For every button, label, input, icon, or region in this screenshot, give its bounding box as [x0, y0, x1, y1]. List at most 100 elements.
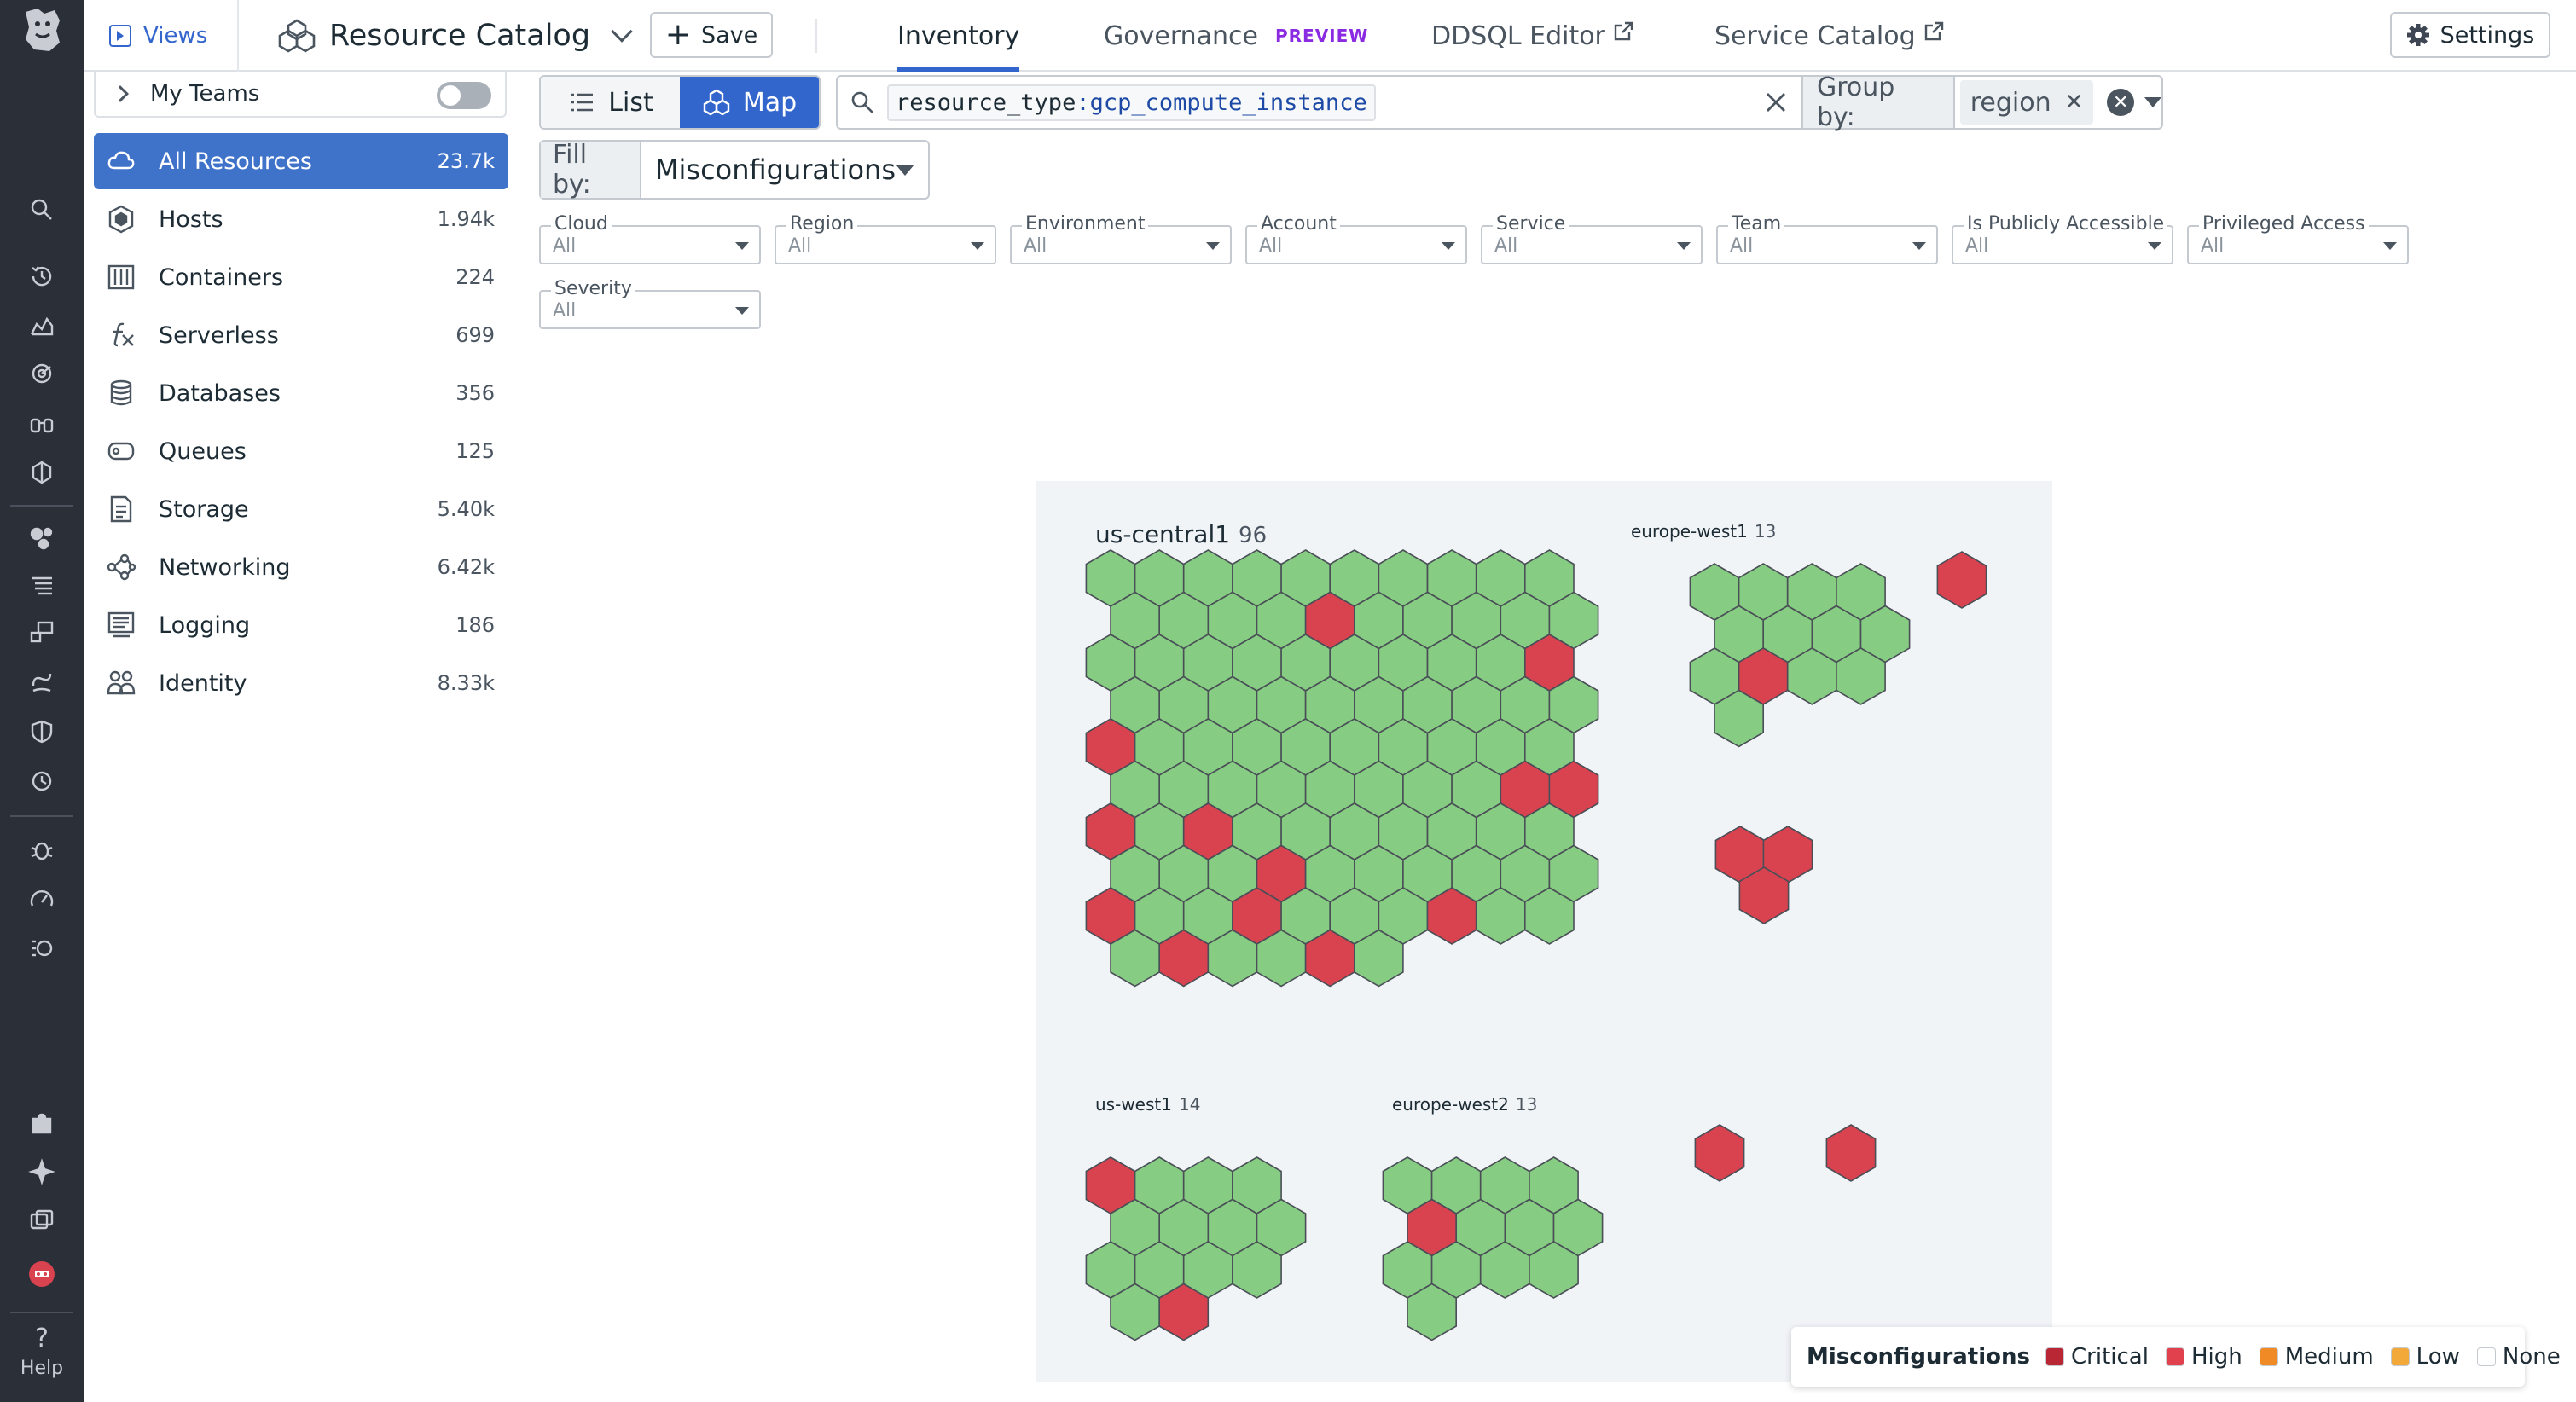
filter-privileged-access[interactable]: Privileged Access All	[2187, 213, 2409, 264]
sidebar-item-hosts[interactable]: Hosts 1.94k	[94, 191, 508, 247]
notebooks-icon[interactable]	[26, 1206, 57, 1237]
filter-account[interactable]: Account All	[1245, 213, 1467, 264]
chevron-down-icon[interactable]	[2144, 97, 2161, 107]
remove-chip-icon[interactable]: ✕	[2064, 90, 2084, 115]
chevron-down-icon	[1912, 242, 1926, 250]
chevron-down-icon	[971, 242, 984, 250]
tab-label: Service Catalog	[1714, 20, 1916, 51]
sidebar-item-serverless[interactable]: Serverless 699	[94, 307, 508, 363]
datadog-logo-icon[interactable]	[19, 5, 65, 55]
filter-label: Team	[1728, 213, 1785, 235]
external-link-icon	[1924, 21, 1943, 41]
puzzle-icon[interactable]	[26, 1109, 57, 1139]
my-teams-row[interactable]: My Teams	[94, 72, 507, 118]
plus-icon: +	[664, 17, 691, 52]
sidebar-item-storage[interactable]: Storage 5.40k	[94, 481, 508, 537]
cloud-icon	[104, 144, 138, 178]
my-teams-toggle[interactable]	[437, 82, 491, 109]
filter-cloud[interactable]: Cloud All	[539, 213, 761, 264]
save-button[interactable]: + Save	[650, 12, 773, 58]
group-by-select[interactable]: Group by: region ✕ ✕	[1801, 72, 2163, 132]
hex-ungrouped[interactable]	[1738, 866, 1790, 924]
sidebar-item-networking[interactable]: Networking 6.42k	[94, 539, 508, 595]
search-query-token[interactable]: resource_type:gcp_compute_instance	[887, 84, 1376, 121]
filter-label: Is Publicly Accessible	[1964, 213, 2168, 235]
hex-europe-west1[interactable]	[1714, 689, 1764, 748]
fill-by-select[interactable]: Fill by: Misconfigurations	[539, 140, 930, 200]
hex-ungrouped[interactable]	[1936, 551, 1987, 609]
hex-us-central1[interactable]	[1524, 887, 1575, 945]
sidebar-item-databases[interactable]: Databases 356	[94, 365, 508, 421]
help-button[interactable]: ? Help	[0, 1324, 84, 1379]
resource-catalog-title[interactable]: Resource Catalog	[278, 14, 633, 58]
dashboards-icon[interactable]	[26, 310, 57, 341]
map-view-button[interactable]: Map	[680, 77, 819, 128]
filter-environment[interactable]: Environment All	[1010, 213, 1232, 264]
apm-icon[interactable]	[26, 617, 57, 648]
traces-icon[interactable]	[26, 667, 57, 698]
sidebar-item-label: Networking	[159, 553, 291, 581]
filter-service[interactable]: Service All	[1481, 213, 1703, 264]
settings-button[interactable]: Settings	[2390, 12, 2550, 58]
performance-icon[interactable]	[26, 883, 57, 914]
hex-us-central1[interactable]	[1354, 929, 1404, 988]
hex-europe-west1[interactable]	[1836, 647, 1886, 705]
sidebar-item-queues[interactable]: Queues 125	[94, 423, 508, 479]
filter-team[interactable]: Team All	[1716, 213, 1938, 264]
bug-icon[interactable]	[26, 834, 57, 865]
synthetics-icon[interactable]	[26, 933, 57, 964]
logs-icon[interactable]	[26, 570, 57, 600]
close-icon[interactable]	[1761, 87, 1791, 118]
sidebar-item-logging[interactable]: Logging 186	[94, 597, 508, 653]
legend-item-none: None	[2476, 1344, 2561, 1370]
tab-inventory[interactable]: Inventory	[897, 0, 1020, 72]
filter-value: All	[553, 300, 577, 322]
hex-ungrouped[interactable]	[1825, 1124, 1877, 1182]
chevron-down-icon	[735, 307, 749, 315]
filter-region[interactable]: Region All	[775, 213, 996, 264]
filter-value: All	[2201, 235, 2225, 257]
sidebar-item-identity[interactable]: Identity 8.33k	[94, 655, 508, 711]
tab-ddsql-editor[interactable]: DDSQL Editor	[1431, 0, 1634, 72]
clear-all-icon[interactable]: ✕	[2107, 89, 2134, 116]
list-view-button[interactable]: List	[541, 77, 680, 128]
hex-us-west1[interactable]	[1158, 1283, 1210, 1341]
user-avatar-icon[interactable]	[26, 1259, 57, 1289]
tab-governance[interactable]: Governance PREVIEW	[1104, 0, 1368, 72]
chevron-down-icon	[2148, 242, 2161, 250]
hex-us-west1[interactable]	[1232, 1241, 1282, 1299]
legend-label: Low	[2416, 1344, 2460, 1370]
search-input[interactable]: resource_type:gcp_compute_instance	[836, 75, 1803, 130]
sidebar-item-all-resources[interactable]: All Resources 23.7k	[94, 133, 508, 189]
filter-value: All	[1494, 235, 1518, 257]
views-button[interactable]: Views	[109, 19, 207, 53]
group-by-chip[interactable]: region ✕	[1959, 80, 2094, 125]
recent-icon[interactable]	[26, 261, 57, 292]
filter-is-publicly-accessible[interactable]: Is Publicly Accessible All	[1952, 213, 2173, 264]
hex-europe-west2[interactable]	[1529, 1241, 1579, 1299]
search-icon[interactable]	[26, 194, 57, 225]
sidebar-item-label: Logging	[159, 611, 251, 639]
map-view-label: Map	[742, 87, 798, 118]
integrations-icon[interactable]	[26, 457, 57, 488]
filter-value: All	[1024, 235, 1047, 257]
sidebar-item-label: Hosts	[159, 206, 223, 233]
sparkle-icon[interactable]	[26, 1156, 57, 1187]
binoculars-icon[interactable]	[26, 408, 57, 438]
infrastructure-icon[interactable]	[26, 522, 57, 553]
list-icon	[571, 93, 594, 112]
tab-service-catalog[interactable]: Service Catalog	[1714, 0, 1945, 72]
hex-europe-west2[interactable]	[1407, 1283, 1457, 1341]
legend-item-low: Low	[2390, 1344, 2460, 1370]
watchdog-icon[interactable]	[26, 358, 57, 389]
sidebar-item-count: 699	[455, 323, 495, 347]
filter-severity[interactable]: Severity All	[539, 278, 761, 329]
sidebar-item-count: 356	[455, 381, 495, 405]
security-icon[interactable]	[26, 716, 57, 747]
group-label-us-central1: us-central1 96	[1095, 520, 1267, 548]
legend-label: High	[2190, 1344, 2242, 1370]
chevron-right-icon	[112, 85, 129, 102]
rum-icon[interactable]	[26, 766, 57, 797]
hex-ungrouped[interactable]	[1694, 1124, 1745, 1182]
sidebar-item-containers[interactable]: Containers 224	[94, 249, 508, 305]
